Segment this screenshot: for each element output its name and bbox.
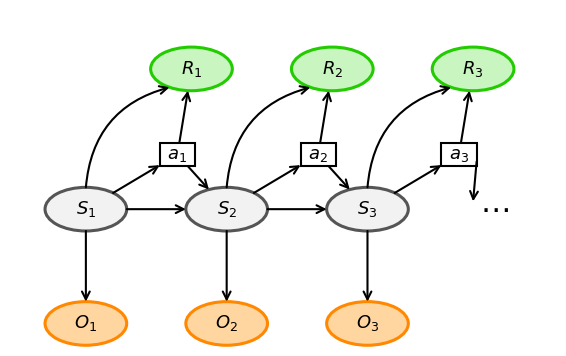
FancyArrowPatch shape — [461, 93, 471, 143]
Ellipse shape — [432, 47, 514, 91]
FancyArrowPatch shape — [188, 166, 207, 188]
FancyArrowPatch shape — [367, 86, 449, 187]
FancyArrowPatch shape — [113, 166, 158, 193]
Text: $a_1$: $a_1$ — [168, 146, 187, 164]
FancyArrowPatch shape — [320, 93, 331, 143]
Text: $R_1$: $R_1$ — [181, 59, 202, 79]
FancyArrowPatch shape — [86, 86, 168, 187]
Text: $O_2$: $O_2$ — [215, 313, 238, 334]
Text: $O_1$: $O_1$ — [74, 313, 97, 334]
Ellipse shape — [45, 302, 127, 345]
Text: $R_3$: $R_3$ — [462, 59, 484, 79]
Text: $S_3$: $S_3$ — [357, 199, 378, 219]
FancyArrowPatch shape — [395, 166, 439, 193]
Ellipse shape — [327, 302, 408, 345]
Text: $\cdots$: $\cdots$ — [480, 194, 509, 225]
FancyBboxPatch shape — [301, 143, 336, 166]
Ellipse shape — [45, 187, 127, 231]
Ellipse shape — [186, 187, 268, 231]
FancyArrowPatch shape — [226, 86, 308, 187]
Text: $a_2$: $a_2$ — [308, 146, 328, 164]
Text: $R_2$: $R_2$ — [321, 59, 343, 79]
Ellipse shape — [151, 47, 232, 91]
FancyArrowPatch shape — [223, 231, 230, 299]
Ellipse shape — [327, 187, 408, 231]
FancyArrowPatch shape — [470, 162, 478, 199]
FancyArrowPatch shape — [179, 93, 190, 143]
FancyArrowPatch shape — [329, 166, 348, 188]
FancyArrowPatch shape — [127, 205, 183, 213]
Text: $a_3$: $a_3$ — [449, 146, 469, 164]
FancyArrowPatch shape — [254, 166, 299, 193]
Text: $S_1$: $S_1$ — [76, 199, 96, 219]
FancyBboxPatch shape — [441, 143, 477, 166]
Text: $S_2$: $S_2$ — [217, 199, 237, 219]
FancyArrowPatch shape — [82, 231, 90, 299]
Text: $O_3$: $O_3$ — [356, 313, 379, 334]
Ellipse shape — [186, 302, 268, 345]
FancyArrowPatch shape — [363, 231, 371, 299]
FancyArrowPatch shape — [268, 205, 324, 213]
Ellipse shape — [291, 47, 373, 91]
FancyBboxPatch shape — [160, 143, 195, 166]
